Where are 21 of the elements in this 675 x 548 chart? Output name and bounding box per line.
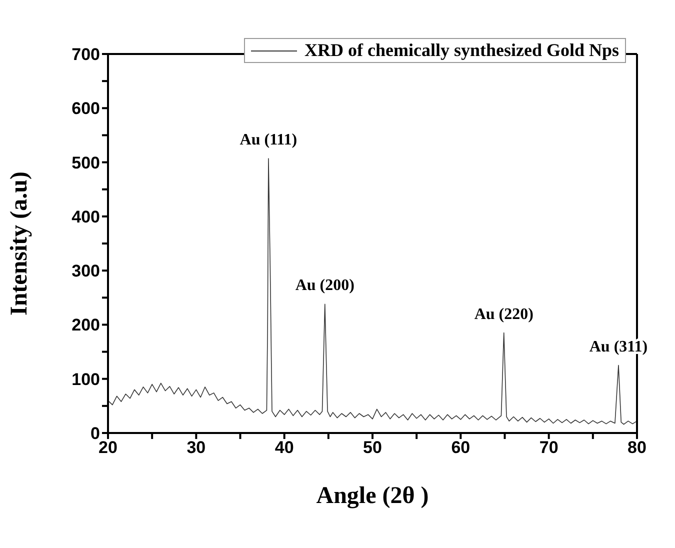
x-tick-label: 20 — [98, 438, 118, 458]
x-tick-label: 30 — [186, 438, 206, 458]
y-axis-title: Intensity (a.u) — [6, 171, 33, 316]
x-tick-label: 70 — [539, 438, 558, 458]
x-tick-label: 60 — [451, 438, 470, 458]
x-axis-title: Angle (2θ ) — [316, 483, 429, 509]
y-tick-label: 400 — [72, 207, 100, 226]
y-tick-label: 200 — [72, 316, 100, 335]
x-tick-label: 80 — [628, 438, 646, 458]
legend-label: XRD of chemically synthesized Gold Nps — [304, 40, 619, 61]
y-tick-label: 300 — [72, 262, 100, 281]
annotation: Au (111) — [240, 131, 298, 148]
annotation: Au (220) — [474, 306, 534, 323]
y-tick-label: 700 — [72, 45, 100, 64]
y-tick-label: 0 — [90, 424, 100, 444]
x-tick-label: 50 — [363, 438, 382, 458]
y-tick-label: 600 — [72, 99, 100, 118]
y-tick-label: 100 — [72, 370, 100, 389]
y-tick-label: 500 — [72, 153, 100, 172]
annotation: Au (200) — [295, 277, 354, 294]
x-tick-label: 40 — [274, 438, 294, 458]
